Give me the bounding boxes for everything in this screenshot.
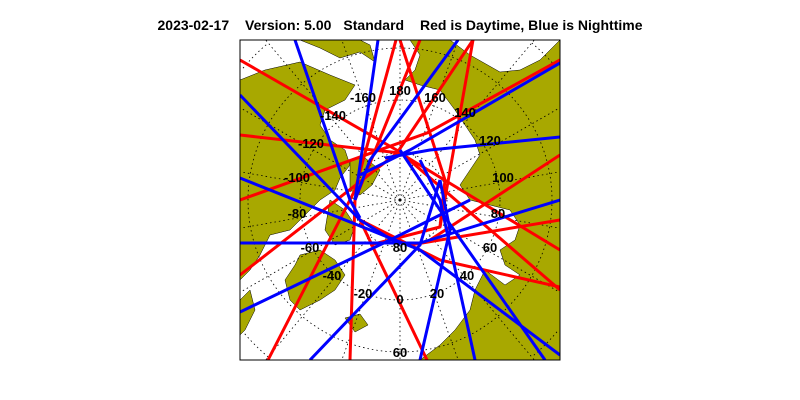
longitude-label: -160 — [350, 90, 376, 105]
daytime-track — [240, 40, 475, 277]
longitude-label: 180 — [389, 83, 411, 98]
longitude-label: 140 — [454, 105, 476, 120]
longitude-label: -40 — [323, 268, 342, 283]
north-pole-marker — [398, 198, 402, 202]
mode-label: Standard — [343, 17, 405, 33]
longitude-label: -140 — [320, 108, 346, 123]
latitude-circle — [299, 99, 501, 301]
date-label: 2023-02-17 — [157, 17, 230, 33]
nighttime-track — [240, 93, 401, 247]
longitude-label: 0 — [396, 292, 403, 307]
daytime-track — [240, 58, 560, 202]
satellite-tracks — [240, 40, 560, 360]
nighttime-track — [293, 40, 362, 219]
meridian-line — [399, 199, 535, 360]
land-polygon — [299, 40, 376, 63]
meridian-line — [240, 171, 401, 201]
daytime-track — [409, 218, 560, 247]
meridian-line — [265, 199, 401, 360]
nighttime-track — [353, 40, 380, 201]
nighttime-track — [418, 179, 452, 360]
longitude-label: 40 — [460, 268, 474, 283]
land-polygon — [240, 289, 256, 336]
longitude-label: -20 — [354, 286, 373, 301]
graticule — [240, 40, 560, 360]
meridian-line — [399, 40, 535, 201]
longitude-label: 60 — [483, 240, 497, 255]
meridian-line — [399, 107, 560, 201]
land-masses — [240, 40, 560, 360]
meridian-line — [399, 40, 459, 201]
longitude-label: 80 — [491, 206, 505, 221]
daytime-track — [359, 218, 560, 289]
meridian-line — [265, 40, 401, 201]
longitude-label: 120 — [479, 133, 501, 148]
nighttime-track — [240, 176, 560, 357]
nighttime-track — [384, 135, 560, 160]
meridian-line — [341, 40, 401, 201]
nighttime-track — [359, 61, 560, 177]
latitude-label: 80 — [393, 240, 407, 255]
latitude-label: 60 — [393, 345, 407, 360]
meridian-line — [240, 199, 401, 293]
nighttime-track — [418, 159, 477, 360]
version-label: Version: 5.00 — [245, 17, 332, 33]
nighttime-track — [353, 40, 460, 201]
legend-text: Red is Daytime, Blue is Nighttime — [419, 17, 643, 33]
land-polygon — [344, 313, 369, 333]
map-title: 2023-02-17 Version: 5.00 Standard Red is … — [0, 17, 800, 33]
longitude-label: -100 — [284, 170, 310, 185]
latitude-circle — [247, 47, 553, 353]
longitude-label: 160 — [424, 90, 446, 105]
meridian-line — [341, 199, 401, 360]
longitude-label: 20 — [430, 286, 444, 301]
map-frame — [239, 39, 561, 361]
longitude-label: -80 — [288, 206, 307, 221]
longitude-label: 100 — [492, 170, 514, 185]
nighttime-track — [398, 149, 547, 360]
land-polygon — [404, 40, 560, 360]
meridian-line — [399, 199, 459, 360]
longitude-label: -120 — [298, 136, 324, 151]
meridian-line — [399, 199, 560, 293]
longitude-label: -60 — [301, 240, 320, 255]
meridian-line — [399, 171, 560, 201]
